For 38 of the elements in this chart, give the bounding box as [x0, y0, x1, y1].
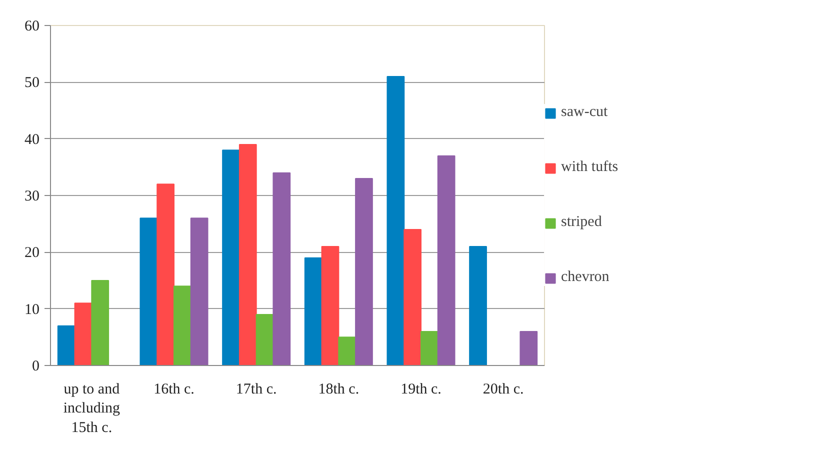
bar — [190, 218, 208, 366]
bar — [140, 218, 158, 366]
legend-label: with tufts — [561, 159, 618, 176]
bar — [74, 302, 92, 366]
x-tick-label: 17th c. — [236, 382, 277, 398]
y-tick-label: 60 — [24, 18, 40, 34]
x-tick-label: up to and including 15th c. — [63, 382, 120, 436]
bar — [338, 336, 356, 366]
bar — [57, 325, 76, 366]
bar — [272, 172, 291, 366]
y-tick-label: 10 — [24, 302, 40, 318]
y-tick-label: 30 — [24, 188, 40, 204]
bar — [256, 314, 274, 366]
bar — [222, 150, 240, 366]
bar — [437, 155, 456, 366]
bar — [520, 331, 538, 366]
bar — [304, 257, 322, 366]
y-tick-label: 0 — [32, 358, 40, 374]
bar — [174, 286, 192, 366]
bar — [355, 178, 373, 366]
bar — [386, 76, 405, 366]
bar — [91, 280, 110, 366]
bar — [404, 229, 422, 366]
bar — [238, 144, 257, 366]
bar — [156, 184, 174, 366]
x-tick-label: 18th c. — [318, 382, 360, 398]
legend-label: striped — [561, 214, 602, 231]
bar — [321, 246, 340, 366]
x-tick-label: 16th c. — [154, 382, 194, 398]
x-tick-label: 19th c. — [400, 382, 442, 398]
x-tick-label: 20th c. — [482, 382, 524, 398]
bar — [469, 246, 487, 366]
y-tick-label: 20 — [24, 245, 40, 262]
legend-label: saw-cut — [561, 104, 608, 121]
bar — [420, 331, 438, 366]
y-tick-label: 40 — [24, 132, 40, 148]
y-tick-label: 50 — [24, 75, 40, 92]
legend-label: chevron — [561, 269, 610, 286]
